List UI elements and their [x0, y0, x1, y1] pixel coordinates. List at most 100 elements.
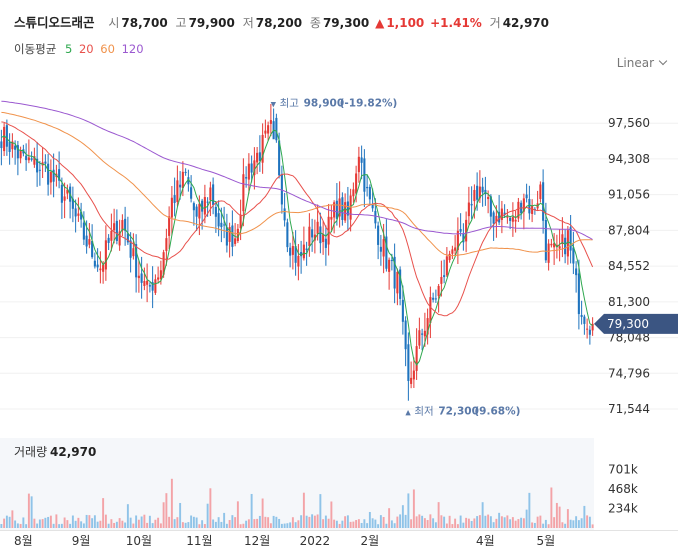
volume-bar — [506, 515, 509, 528]
volume-bar — [275, 516, 278, 528]
volume-bar — [586, 515, 589, 528]
volume-bar — [212, 519, 215, 528]
volume-bar — [11, 510, 14, 528]
ma-5-line — [1, 129, 593, 366]
volume-bar — [283, 523, 286, 528]
candle-body — [242, 174, 245, 212]
change-percent: +1.41% — [430, 16, 482, 30]
candle-body — [132, 248, 135, 257]
high-annotation: ▼ 최고 98,900 (-19.82%) — [271, 97, 398, 109]
volume-bar — [278, 518, 281, 528]
close-label: 종 — [309, 16, 321, 30]
candle-body — [256, 152, 259, 163]
candle-body — [374, 210, 377, 224]
volume-bar — [555, 502, 558, 528]
volume-bar — [388, 508, 391, 528]
volume-bar — [363, 519, 366, 528]
volume-bar — [481, 502, 484, 528]
ma-120-line — [1, 100, 593, 240]
candle-body — [473, 189, 476, 202]
volume-bar — [242, 523, 245, 528]
volume-bar — [195, 517, 198, 528]
candle-body — [157, 277, 160, 280]
volume-bar — [454, 518, 457, 528]
candle-body — [99, 268, 102, 271]
candle-body — [421, 333, 424, 335]
candle-body — [407, 344, 410, 381]
candle-body — [575, 268, 578, 276]
volume-bar — [272, 515, 275, 528]
candle-body — [355, 173, 358, 194]
candle-body — [503, 212, 506, 216]
volume-bar — [71, 515, 74, 528]
candle-body — [385, 236, 388, 269]
volume-bar — [553, 517, 556, 528]
candle-body — [366, 186, 369, 189]
candle-body — [66, 189, 69, 194]
ma-legend-60[interactable]: 60 — [100, 42, 115, 56]
candle-body — [506, 216, 509, 218]
moving-average-legend: 이동평균 5 20 60 120 — [14, 41, 147, 57]
candle-body — [77, 213, 80, 216]
price-tick-label: 91,056 — [608, 188, 650, 202]
candle-body — [203, 197, 206, 215]
volume-bar — [577, 520, 580, 528]
volume-bar — [533, 522, 536, 528]
volume-bar — [264, 516, 267, 528]
candle-body — [88, 239, 91, 245]
candle-body — [313, 234, 316, 241]
low-annotation-label: 최저 — [414, 406, 433, 418]
time-tick-label: 10월 — [126, 534, 152, 548]
time-tick-label: 12월 — [244, 534, 270, 548]
volume-bar — [289, 522, 292, 528]
volume-bar — [426, 520, 429, 528]
volume-bar — [324, 515, 327, 528]
candle-body — [36, 158, 39, 173]
candle-body — [528, 198, 531, 214]
volume-bar — [355, 520, 358, 528]
candle-body — [214, 206, 217, 217]
volume-bar — [338, 523, 341, 528]
volume-bar — [451, 524, 454, 528]
candle-body — [322, 234, 325, 243]
volume-bar — [531, 522, 534, 528]
low-annotation: ▲ 최저 72,300 (9.68%) — [405, 406, 520, 418]
volume-bar — [162, 502, 165, 528]
volume-bar — [184, 522, 187, 528]
candle-body — [16, 145, 19, 159]
volume-bar — [36, 523, 39, 528]
volume-bar — [583, 505, 586, 528]
volume-bar — [421, 515, 424, 528]
volume-bar — [250, 493, 253, 528]
volume-bar — [269, 523, 272, 528]
volume-bar — [379, 515, 382, 528]
candle-body — [481, 186, 484, 193]
ma-legend-20[interactable]: 20 — [78, 42, 94, 56]
candle-body — [368, 186, 371, 200]
candle-body — [239, 214, 242, 229]
ma-legend-120[interactable]: 120 — [121, 42, 144, 56]
volume-bar — [137, 519, 140, 528]
candle-body — [429, 297, 432, 323]
candle-body — [448, 253, 451, 261]
volume-bar — [462, 522, 465, 528]
volume-bar — [77, 517, 80, 528]
candle-body — [434, 298, 437, 300]
volume-bar — [467, 518, 470, 528]
candle-body — [341, 197, 344, 220]
candle-body — [547, 243, 550, 263]
ma-legend-5[interactable]: 5 — [64, 42, 73, 56]
stock-name: 스튜디오드래곤 — [14, 15, 95, 30]
candle-body — [390, 260, 393, 262]
candle-body — [412, 370, 415, 380]
candle-body — [198, 203, 201, 219]
candle-body — [591, 323, 594, 331]
grid — [0, 122, 678, 410]
volume-bar — [330, 501, 333, 528]
candle-body — [566, 230, 569, 257]
candle-body — [223, 224, 226, 226]
time-tick-label: 5월 — [537, 534, 556, 548]
scale-dropdown[interactable]: Linear — [617, 56, 668, 70]
moving-average-lines — [1, 100, 594, 366]
